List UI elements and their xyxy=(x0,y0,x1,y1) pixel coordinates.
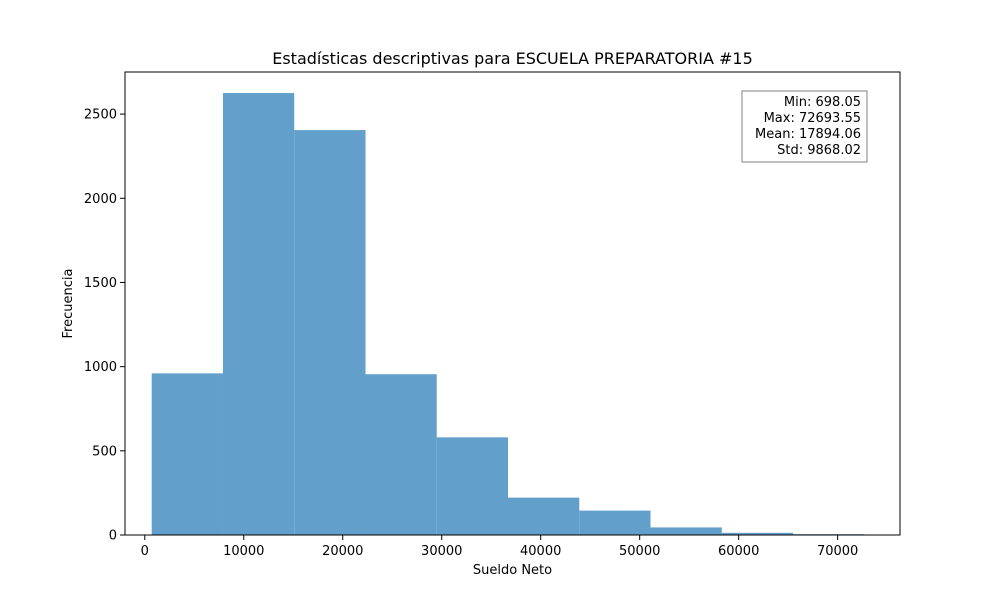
x-tick-label: 20000 xyxy=(322,544,363,559)
histogram-bar-4 xyxy=(365,374,437,535)
histogram-bar-9 xyxy=(721,532,794,535)
y-tick-label: 1000 xyxy=(84,360,117,375)
stats-max: Max: 72693.55 xyxy=(764,111,861,126)
histogram-bar-8 xyxy=(650,527,722,535)
y-tick-label: 1500 xyxy=(84,276,117,291)
x-tick-label: 40000 xyxy=(520,544,561,559)
stats-std: Std: 9868.02 xyxy=(777,143,861,158)
histogram-bar-5 xyxy=(436,437,509,535)
histogram-bar-2 xyxy=(222,93,295,535)
y-tick-label: 500 xyxy=(92,444,117,459)
x-axis-title: Sueldo Neto xyxy=(473,563,552,578)
stats-min: Min: 698.05 xyxy=(784,95,861,110)
x-tick-label: 0 xyxy=(141,544,149,559)
stats-mean: Mean: 17894.06 xyxy=(755,127,861,142)
x-tick-label: 10000 xyxy=(223,544,264,559)
x-tick-label: 60000 xyxy=(718,544,759,559)
histogram-bar-1 xyxy=(151,373,223,535)
histogram-bar-7 xyxy=(579,510,651,535)
y-tick-label: 2000 xyxy=(84,192,117,207)
stats-box-frame xyxy=(741,90,868,163)
y-axis-title: Frecuencia xyxy=(61,269,76,339)
x-tick-label: 30000 xyxy=(421,544,462,559)
y-axis-ticks: 0 500 1000 1500 2000 2500 xyxy=(84,108,125,544)
histogram-bar-6 xyxy=(508,497,580,535)
chart-title: Estadísticas descriptivas para ESCUELA P… xyxy=(272,49,753,68)
stats-box: Min: 698.05 Max: 72693.55 Mean: 17894.06… xyxy=(741,90,868,163)
x-tick-label: 50000 xyxy=(619,544,660,559)
histogram-bars xyxy=(151,93,865,535)
plot-frame xyxy=(124,71,901,536)
y-tick-label: 0 xyxy=(109,529,117,544)
histogram-bar-3 xyxy=(294,130,366,535)
y-tick-label: 2500 xyxy=(84,108,117,123)
x-axis-ticks: 0 10000 20000 30000 40000 50000 60000 70000 xyxy=(141,535,858,559)
x-tick-label: 70000 xyxy=(817,544,858,559)
